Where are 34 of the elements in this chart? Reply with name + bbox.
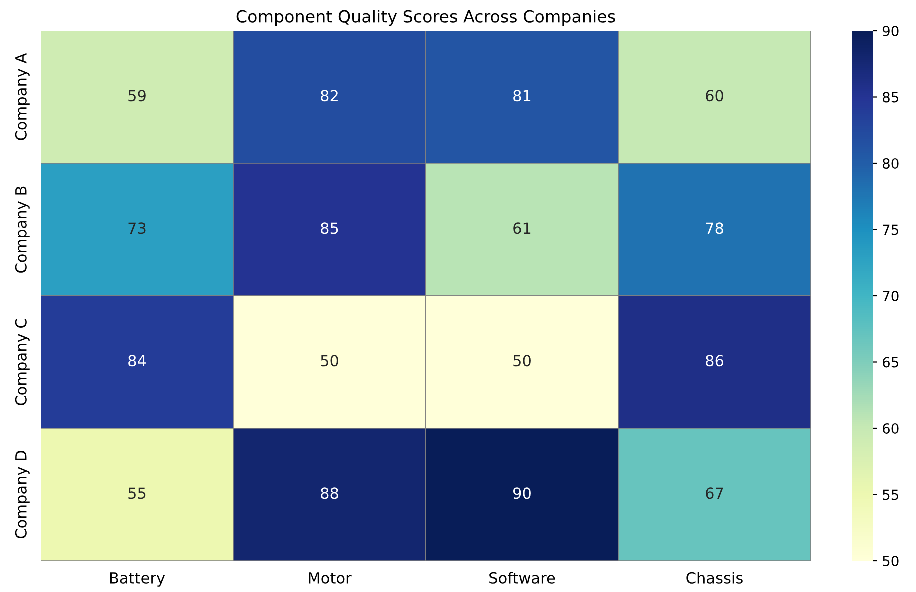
x-tick-label: Chassis xyxy=(686,572,743,584)
chart-title: Component Quality Scores Across Companies xyxy=(236,10,616,26)
y-tick-label: Company A xyxy=(15,53,30,140)
x-tick-label: Software xyxy=(490,572,556,584)
color-bar-label: 90 xyxy=(882,26,899,36)
data-label: 60 xyxy=(706,90,724,102)
data-label: 81 xyxy=(514,90,531,102)
data-label: 55 xyxy=(128,488,146,500)
y-tick-label: Company D xyxy=(15,451,30,539)
data-label: 85 xyxy=(321,222,338,234)
color-bar-label: 70 xyxy=(883,290,899,302)
data-label: 88 xyxy=(321,488,338,500)
color-bar-label: 60 xyxy=(883,423,899,434)
color-bar-label: 55 xyxy=(883,490,898,500)
data-label: 86 xyxy=(706,355,724,367)
data-label: 90 xyxy=(513,488,531,500)
color-bar-label: 75 xyxy=(883,224,898,236)
data-label: 59 xyxy=(128,90,146,102)
data-label: 78 xyxy=(706,222,724,234)
y-tick-label: Company B xyxy=(15,186,30,273)
data-label: 67 xyxy=(706,488,724,500)
data-label: 82 xyxy=(321,90,338,102)
color-bar-label: 50 xyxy=(883,556,899,566)
x-tick-label: Battery xyxy=(110,572,166,587)
data-label: 50 xyxy=(514,355,531,367)
color-bar-label: 80 xyxy=(882,158,899,169)
data-label: 73 xyxy=(128,222,146,234)
y-tick-label: Company C xyxy=(15,318,30,406)
color-bar-label: 85 xyxy=(882,92,898,103)
data-label: 61 xyxy=(514,222,531,234)
color-bar-label: 65 xyxy=(883,357,898,368)
data-label: 84 xyxy=(128,355,146,367)
x-tick-label: Motor xyxy=(309,572,352,584)
data-label: 50 xyxy=(321,355,338,367)
